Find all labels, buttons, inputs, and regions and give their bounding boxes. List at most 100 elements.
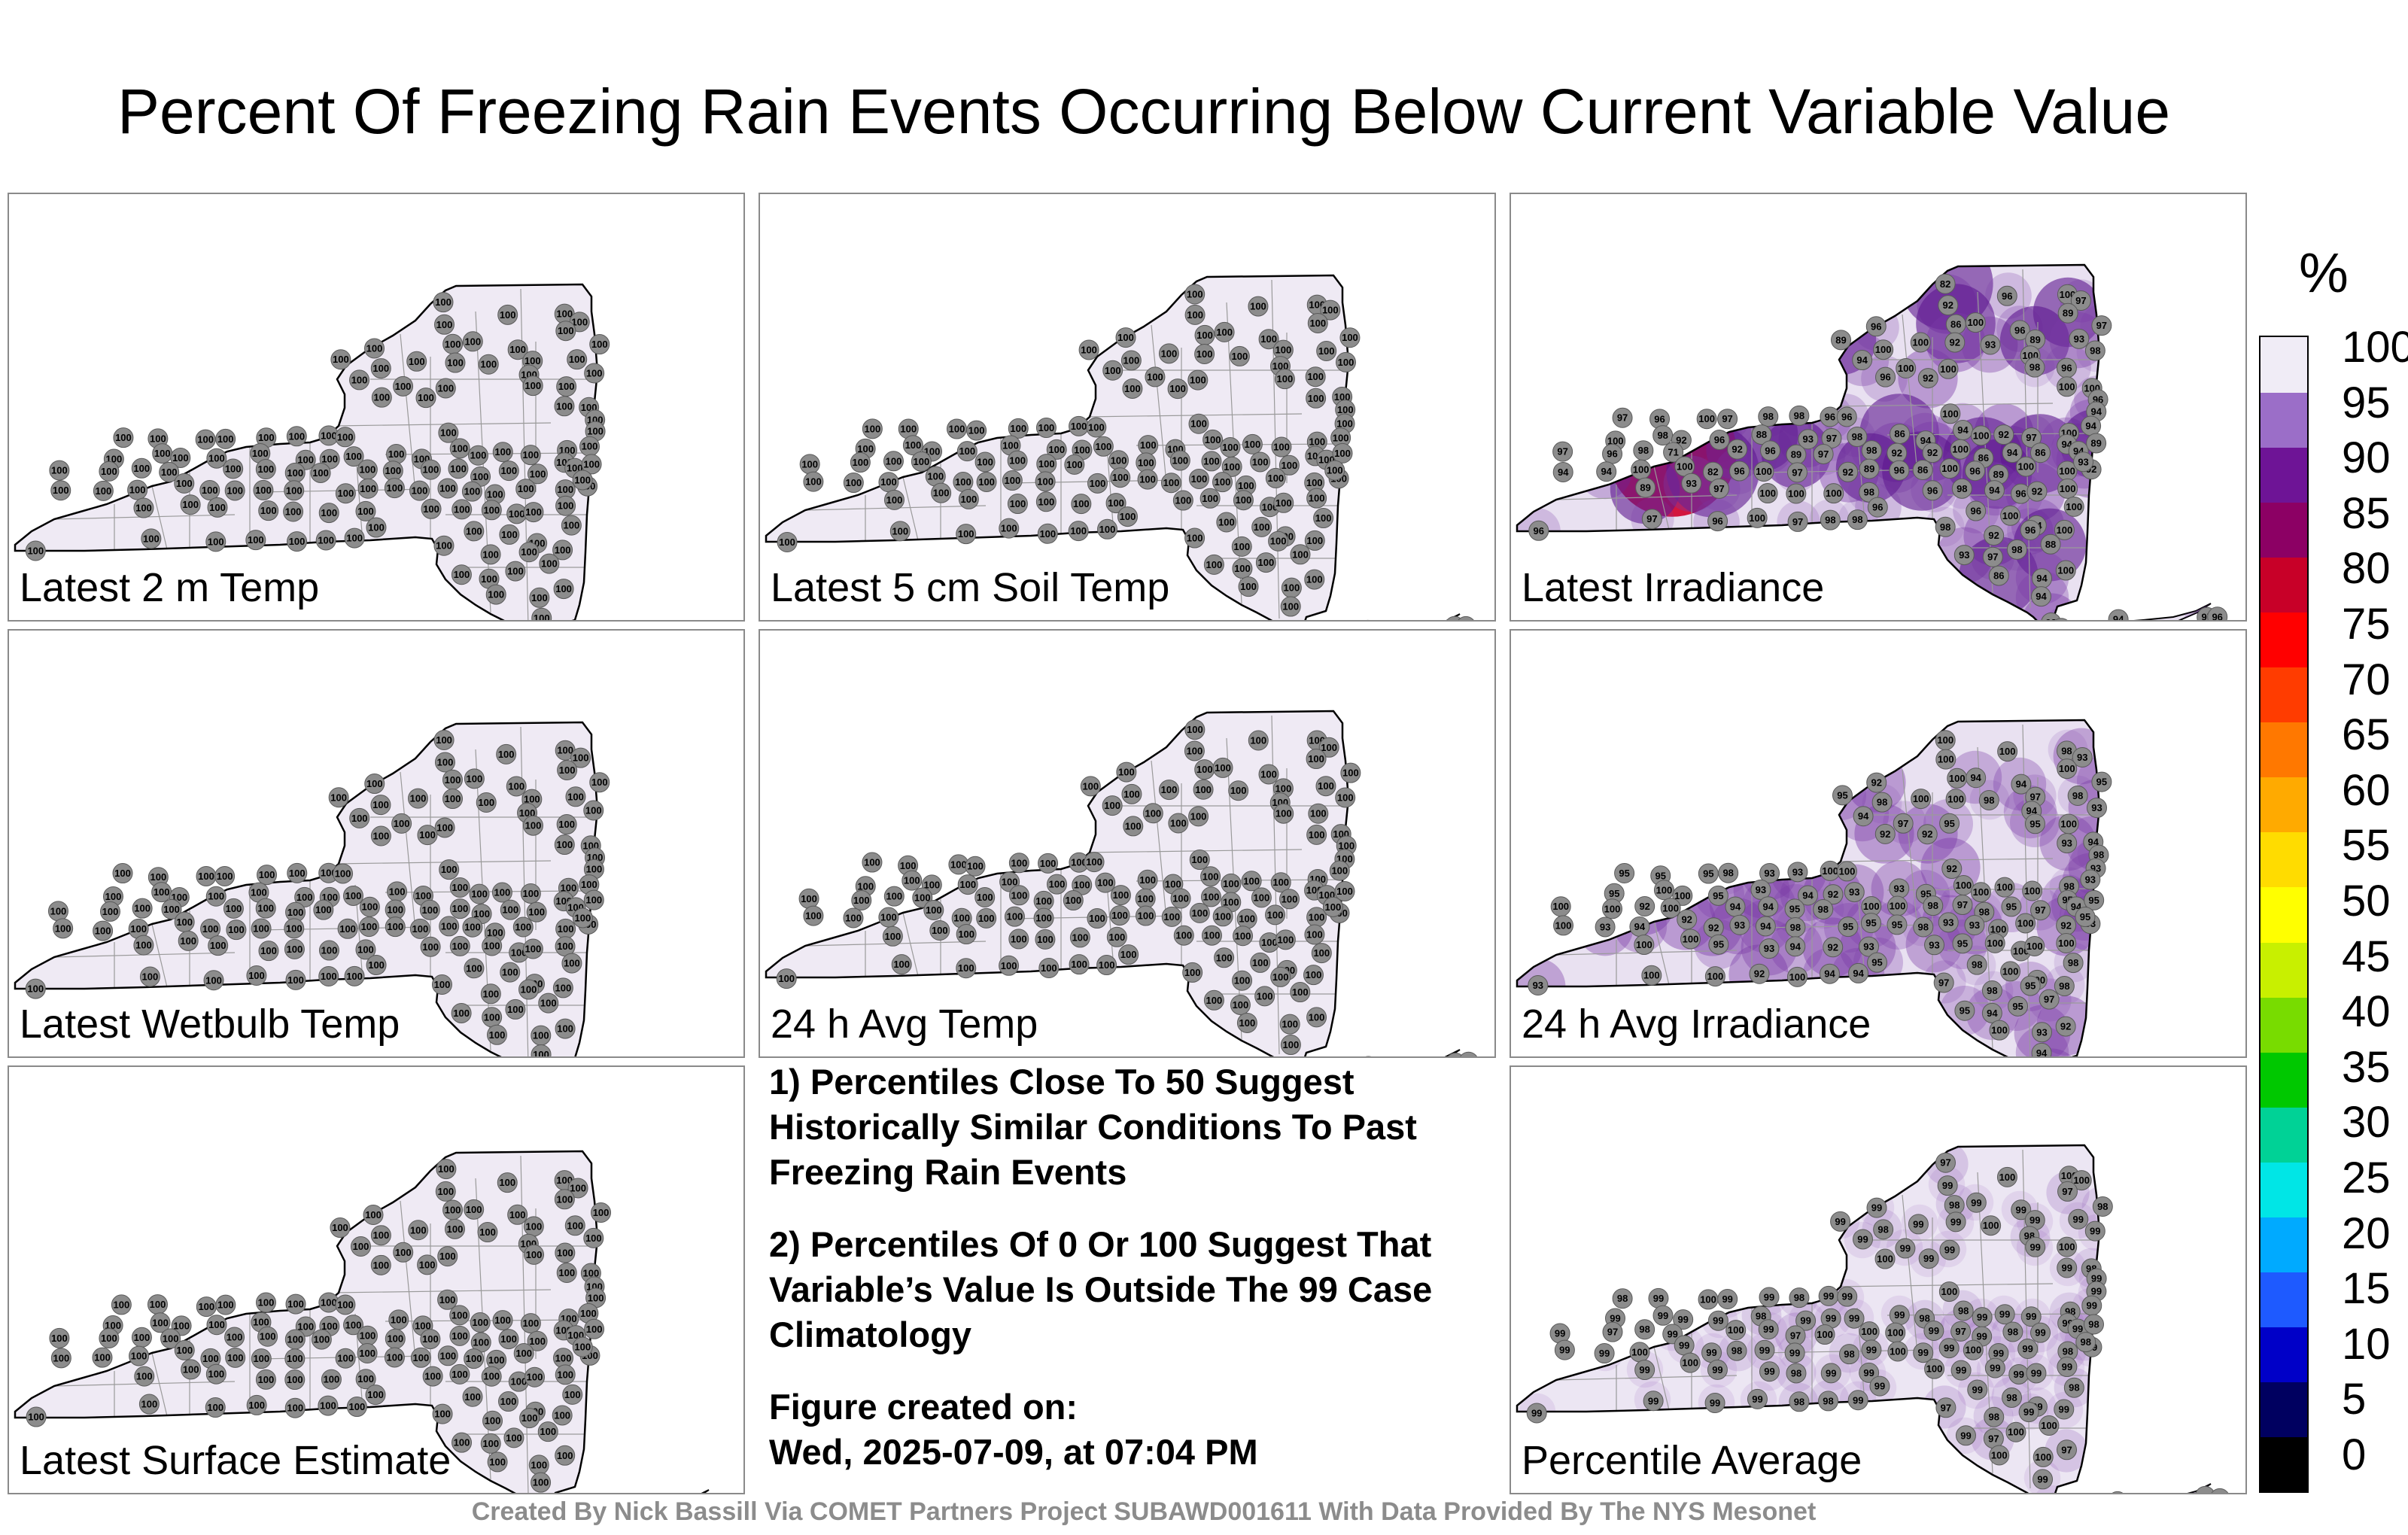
station-marker: 99 bbox=[1945, 1211, 1966, 1233]
station-marker: 100 bbox=[469, 883, 490, 904]
station-marker: 100 bbox=[206, 1315, 227, 1336]
station-value: 100 bbox=[1184, 967, 1201, 978]
station-dot bbox=[777, 531, 798, 552]
station-value: 100 bbox=[1826, 488, 1842, 499]
station-marker: 100 bbox=[349, 369, 370, 391]
station-marker: 100 bbox=[1158, 343, 1179, 364]
station-dot bbox=[1212, 757, 1233, 778]
station-marker: 100 bbox=[889, 521, 911, 542]
station-marker: 100 bbox=[330, 349, 351, 370]
station-dot bbox=[449, 877, 470, 898]
station-dot bbox=[1528, 520, 1549, 541]
station-value: 99 bbox=[2200, 1491, 2210, 1494]
station-marker: 99 bbox=[1754, 1339, 1775, 1360]
station-value: 100 bbox=[445, 1204, 461, 1215]
station-dot bbox=[1759, 938, 1780, 959]
station-dot bbox=[1924, 935, 1945, 956]
station-marker: 100 bbox=[487, 1451, 508, 1473]
station-value: 100 bbox=[526, 1249, 543, 1260]
station-dot bbox=[1758, 1319, 1779, 1340]
station-value: 100 bbox=[564, 958, 580, 969]
station-value: 95 bbox=[1655, 870, 1665, 881]
station-value: 100 bbox=[1163, 477, 1180, 488]
station-marker: 96 bbox=[1602, 443, 1623, 464]
station-value: 100 bbox=[557, 484, 573, 495]
station-value: 100 bbox=[1315, 512, 1332, 524]
station-marker: 93 bbox=[1938, 912, 1959, 933]
station-dot bbox=[1200, 866, 1221, 887]
station-marker: 98 bbox=[1633, 440, 1654, 461]
station-value: 100 bbox=[1284, 582, 1300, 594]
station-dot bbox=[433, 292, 454, 313]
station-marker: 100 bbox=[1122, 378, 1143, 399]
station-value: 97 bbox=[2044, 994, 2054, 1005]
station-dot bbox=[208, 935, 229, 956]
station-value: 100 bbox=[320, 1400, 336, 1412]
station-dot bbox=[851, 889, 872, 910]
station-marker: 100 bbox=[250, 442, 271, 464]
station-dot bbox=[1680, 929, 1701, 950]
station-marker: 95 bbox=[1707, 885, 1728, 906]
station-value: 97 bbox=[1790, 1330, 1801, 1341]
station-dot bbox=[497, 304, 518, 325]
station-value: 100 bbox=[436, 822, 453, 833]
station-dot bbox=[1230, 994, 1251, 1015]
station-marker: 100 bbox=[527, 1330, 548, 1351]
station-marker: 100 bbox=[500, 899, 521, 920]
station-value: 100 bbox=[1310, 808, 1327, 819]
station-dot bbox=[391, 813, 412, 834]
station-marker: 96 bbox=[1922, 480, 1943, 501]
colorbar-tick-label: 75 bbox=[2342, 600, 2391, 649]
station-value: 100 bbox=[198, 1301, 214, 1312]
station-value: 100 bbox=[554, 1409, 570, 1421]
station-value: 95 bbox=[2025, 980, 2036, 992]
station-value: 100 bbox=[1278, 934, 1294, 945]
station-value: 100 bbox=[1007, 911, 1023, 923]
station-dot bbox=[346, 1397, 367, 1418]
station-marker: 100 bbox=[161, 898, 182, 919]
station-value: 100 bbox=[558, 381, 575, 392]
station-dot bbox=[437, 1289, 458, 1310]
station-marker: 98 bbox=[1847, 509, 1868, 530]
station-value: 100 bbox=[557, 1450, 573, 1461]
station-value: 100 bbox=[102, 906, 119, 917]
station-marker: 100 bbox=[226, 919, 247, 941]
station-marker: 100 bbox=[1304, 530, 1325, 551]
station-marker: 100 bbox=[911, 451, 932, 472]
station-dot bbox=[1729, 460, 1750, 482]
station-marker: 100 bbox=[1786, 483, 1807, 504]
station-dot bbox=[2009, 320, 2030, 341]
station-marker: 100 bbox=[343, 446, 364, 467]
station-marker: 100 bbox=[1184, 284, 1206, 305]
station-value: 99 bbox=[1971, 1197, 1981, 1208]
station-marker: 100 bbox=[1757, 483, 1778, 504]
station-marker: 95 bbox=[1784, 898, 1805, 919]
station-dot bbox=[1994, 1304, 2015, 1325]
station-value: 100 bbox=[1163, 911, 1180, 923]
station-marker: 96 bbox=[1865, 316, 1887, 337]
station-dot bbox=[1110, 467, 1131, 488]
station-marker: 94 bbox=[2002, 442, 2023, 464]
station-dot bbox=[1279, 889, 1300, 910]
station-marker: 100 bbox=[364, 774, 385, 795]
station-marker: 100 bbox=[208, 935, 229, 956]
station-dot bbox=[1853, 806, 1874, 827]
station-dot bbox=[1937, 1175, 1958, 1196]
station-dot bbox=[526, 901, 547, 923]
station-marker: 100 bbox=[417, 825, 438, 846]
station-marker: 100 bbox=[1446, 616, 1463, 620]
station-marker: 100 bbox=[1280, 1035, 1301, 1056]
station-value: 98 bbox=[2029, 362, 2040, 373]
station-marker: 100 bbox=[584, 363, 605, 384]
station-dot bbox=[1161, 906, 1182, 927]
station-marker: 93 bbox=[1889, 878, 1910, 899]
station-value: 98 bbox=[1940, 521, 1950, 533]
station-marker: 92 bbox=[1823, 884, 1844, 905]
station-value: 100 bbox=[926, 904, 942, 916]
station-marker: 99 bbox=[1795, 1310, 1817, 1331]
station-value: 100 bbox=[949, 424, 965, 435]
station-marker: 100 bbox=[420, 1329, 441, 1350]
station-marker: 100 bbox=[248, 882, 269, 903]
station-dot bbox=[518, 542, 540, 563]
station-value: 100 bbox=[259, 869, 275, 880]
